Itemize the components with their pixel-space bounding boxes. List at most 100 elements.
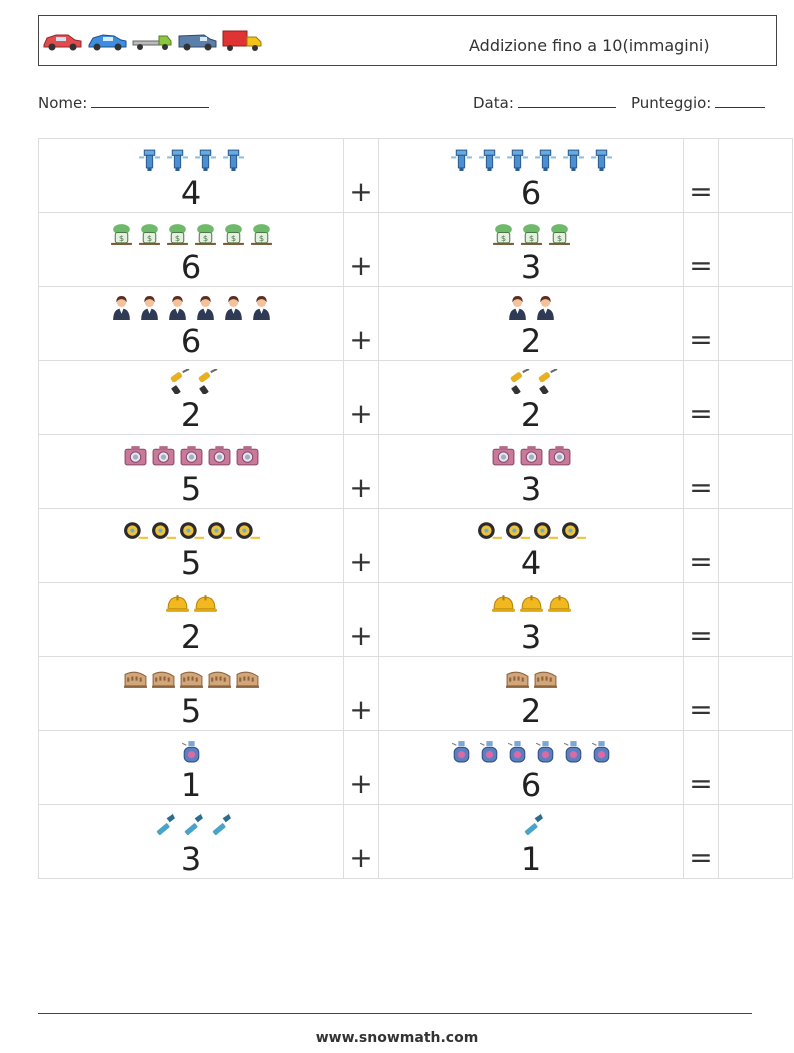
- answer-box[interactable]: [718, 582, 793, 657]
- perfume-bottle-icon: [477, 739, 502, 768]
- robot-icon: [589, 147, 614, 176]
- date-line[interactable]: [517, 93, 616, 108]
- camera-icon: [179, 443, 204, 472]
- measuring-tape-icon: [235, 517, 260, 546]
- score-line[interactable]: [715, 93, 766, 108]
- answer-box[interactable]: [718, 360, 793, 435]
- right-operand: 4: [378, 508, 684, 583]
- answer-box[interactable]: [718, 656, 793, 731]
- answer-box[interactable]: [718, 508, 793, 583]
- left-icon-group: $ $ $ $ $ $: [39, 222, 343, 250]
- hard-hat-icon: [165, 591, 190, 620]
- right-number: 2: [520, 322, 542, 360]
- plus-sign-cell: +: [343, 656, 379, 731]
- right-number: 6: [520, 766, 542, 804]
- right-number: 4: [520, 544, 542, 582]
- left-operand: 3: [38, 804, 344, 879]
- answer-box[interactable]: [718, 804, 793, 879]
- equals-sign-cell: =: [683, 434, 719, 509]
- measuring-tape-icon: [123, 517, 148, 546]
- power-drill-icon: [505, 368, 530, 398]
- robot-icon: [137, 147, 162, 176]
- problem-row: 6 +2 =: [38, 286, 793, 361]
- left-operand: 6: [38, 286, 344, 361]
- left-operand: 5: [38, 656, 344, 731]
- left-number: 4: [180, 174, 202, 212]
- hard-hat-icon: [491, 591, 516, 620]
- footer-url: www.snowmath.com: [315, 1030, 479, 1046]
- left-icon-group: [39, 368, 343, 398]
- left-operand: 1: [38, 730, 344, 805]
- businesswoman-icon: [505, 295, 530, 324]
- power-drill-icon: [193, 368, 218, 398]
- footer-divider: [38, 1013, 752, 1014]
- left-number: 2: [180, 618, 202, 656]
- right-icon-group: [379, 592, 683, 620]
- problem-row: 4 +6 =: [38, 138, 793, 213]
- left-icon-group: [39, 666, 343, 694]
- businesswoman-icon: [221, 295, 246, 324]
- measuring-tape-icon: [477, 517, 502, 546]
- right-operand: 6: [378, 138, 684, 213]
- svg-text:$: $: [202, 233, 207, 243]
- svg-text:$: $: [258, 233, 263, 243]
- right-icon-group: [379, 296, 683, 324]
- left-operand: $ $ $ $ $ $6: [38, 212, 344, 287]
- answer-box[interactable]: [718, 730, 793, 805]
- problem-row: 3 +1 =: [38, 804, 793, 879]
- left-icon-group: [39, 740, 343, 768]
- left-icon-group: [39, 444, 343, 472]
- right-operand: 2: [378, 286, 684, 361]
- camera-icon: [207, 443, 232, 472]
- answer-box[interactable]: [718, 212, 793, 287]
- left-icon-group: [39, 810, 343, 842]
- right-number: 1: [520, 840, 542, 878]
- answer-box[interactable]: [718, 434, 793, 509]
- problem-row: 2 +3 =: [38, 582, 793, 657]
- left-operand: 4: [38, 138, 344, 213]
- right-icon-group: [379, 518, 683, 546]
- money-plant-icon: $: [491, 221, 516, 250]
- problem-grid: 4 +6 = $ $ $ $ $ $6 + $ $ $3 = 6 +2 = 2 +2 = 5 +3 = 5 +4 = 2 +3 = 5 +2…: [38, 138, 793, 879]
- worksheet-header: Addizione fino a 10(immagini): [38, 15, 777, 66]
- robot-icon: [221, 147, 246, 176]
- right-icon-group: [379, 740, 683, 768]
- businesswoman-icon: [533, 295, 558, 324]
- plus-sign: +: [349, 545, 373, 578]
- measuring-tape-icon: [505, 517, 530, 546]
- businesswoman-icon: [165, 295, 190, 324]
- left-icon-group: [39, 592, 343, 620]
- right-number: 2: [520, 692, 542, 730]
- problem-row: 2 +2 =: [38, 360, 793, 435]
- equals-sign-cell: =: [683, 360, 719, 435]
- equals-sign-cell: =: [683, 212, 719, 287]
- name-line[interactable]: [91, 93, 210, 108]
- van-icon: [176, 28, 218, 58]
- camera-icon: [235, 443, 260, 472]
- right-operand: 3: [378, 582, 684, 657]
- flashlight-icon: [179, 810, 204, 842]
- left-number: 5: [180, 544, 202, 582]
- left-number: 3: [180, 840, 202, 878]
- name-field: Nome:: [38, 93, 210, 112]
- equals-sign-cell: =: [683, 656, 719, 731]
- equals-sign: =: [689, 397, 713, 430]
- businesswoman-icon: [249, 295, 274, 324]
- plus-sign-cell: +: [343, 804, 379, 879]
- flashlight-icon: [207, 810, 232, 842]
- money-plant-icon: $: [519, 221, 544, 250]
- money-plant-icon: $: [221, 221, 246, 250]
- right-operand: 2: [378, 656, 684, 731]
- right-operand: 1: [378, 804, 684, 879]
- date-field: Data:: [473, 93, 616, 112]
- equals-sign: =: [689, 619, 713, 652]
- answer-box[interactable]: [718, 138, 793, 213]
- answer-box[interactable]: [718, 286, 793, 361]
- red-delivery-truck-icon: [221, 28, 263, 58]
- vehicle-strip: [41, 28, 263, 58]
- plus-sign-cell: +: [343, 508, 379, 583]
- hard-hat-icon: [547, 591, 572, 620]
- right-icon-group: [379, 810, 683, 842]
- plus-sign: +: [349, 841, 373, 874]
- right-icon-group: [379, 368, 683, 398]
